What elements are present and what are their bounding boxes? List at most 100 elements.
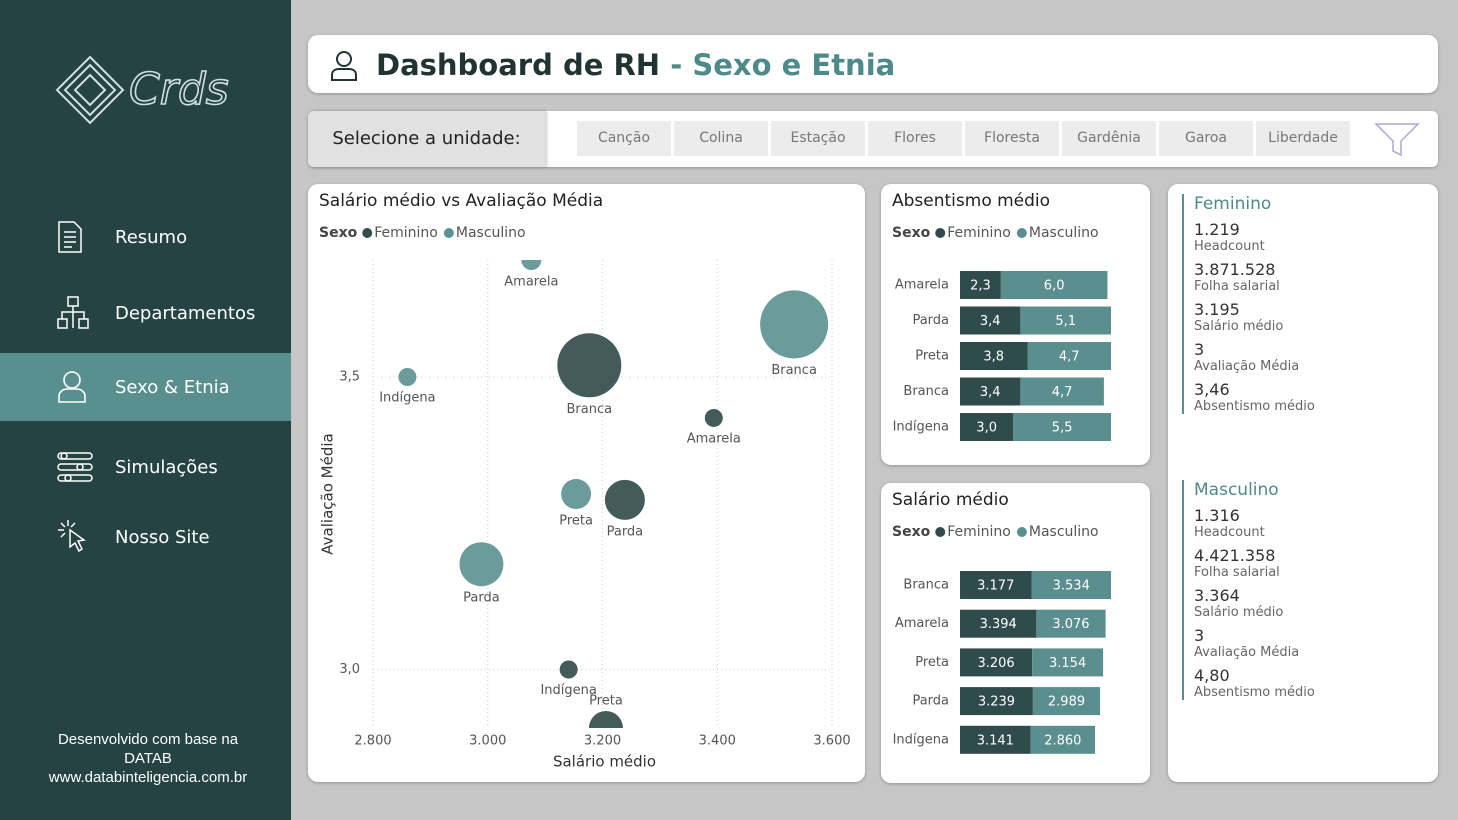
card-value: 3.195 — [1194, 300, 1240, 319]
bubble-label: Preta — [559, 514, 593, 529]
legend-title: Sexo — [319, 225, 358, 241]
value-label: 3.206 — [977, 656, 1014, 671]
filter-option[interactable]: Gardênia — [1062, 121, 1156, 156]
filter-option[interactable]: Canção — [577, 121, 671, 156]
title-sub: - Sexo e Etnia — [670, 48, 896, 82]
y-axis-title: Avaliação Média — [319, 433, 337, 554]
stat-card: Masculino 1.316 Headcount 4.421.358 Folha sa… — [1182, 480, 1424, 700]
chart-title: Salário médio vs Avaliação Média — [319, 191, 603, 211]
bubble — [561, 479, 592, 509]
bubble — [604, 479, 645, 520]
legend-label: Feminino — [947, 524, 1011, 540]
title: Dashboard de RH - Sexo e Etnia — [376, 48, 895, 82]
filter-option[interactable]: Liberdade — [1256, 121, 1350, 156]
filter-option[interactable]: Flores — [868, 121, 962, 156]
bubble-label: Branca — [771, 363, 817, 378]
icon — [58, 520, 86, 553]
bubble — [521, 260, 542, 270]
legend-label: Masculino — [1029, 524, 1099, 540]
card-label: Folha salarial — [1194, 279, 1280, 294]
bar — [960, 687, 1033, 716]
chart-title: Salário médio — [892, 490, 1009, 510]
filter-option[interactable]: Colina — [674, 121, 768, 156]
nav-item[interactable]: Resumo — [0, 203, 291, 271]
filter-option[interactable]: Floresta — [965, 121, 1059, 156]
nav-item[interactable]: Sexo & Etnia — [0, 353, 291, 421]
nav-item[interactable]: Simulações — [0, 433, 291, 501]
legend-marker — [1016, 228, 1027, 238]
card-value: 1.316 — [1194, 506, 1240, 525]
footer-line: Desenvolvido com base na — [57, 731, 239, 748]
value-label: 6,0 — [1044, 279, 1065, 294]
legend-marker — [935, 527, 946, 537]
legend-label: Feminino — [374, 225, 438, 241]
legend-marker — [935, 228, 946, 238]
card-label: Salário médio — [1194, 605, 1284, 620]
bar-chart: Salário médio Sexo Feminino Masculino Branca… — [892, 490, 1111, 754]
bar — [1030, 725, 1096, 754]
y-tick-label: 3,5 — [339, 370, 360, 385]
bar — [1036, 609, 1106, 638]
legend-marker — [1016, 527, 1027, 537]
bar-panel: Salário médio Sexo Feminino Masculino Branca… — [881, 483, 1150, 783]
chart-title: Absentismo médio — [892, 191, 1050, 211]
x-tick-label: 3.600 — [813, 734, 850, 749]
y-tick-label: Amarela — [895, 278, 949, 293]
y-tick-label: Preta — [915, 349, 949, 364]
filter-bar: Selecione a unidade: Canção Colina Estação… — [308, 111, 1438, 167]
nav-item[interactable]: Departamentos — [0, 279, 291, 347]
bar — [1000, 271, 1108, 299]
filter-option[interactable]: Estação — [771, 121, 865, 156]
bubble-label: Parda — [463, 591, 500, 606]
value-label: 3,8 — [983, 350, 1004, 365]
value-label: 3.534 — [1053, 579, 1090, 594]
y-tick-label: Indígena — [893, 420, 949, 435]
icon — [58, 221, 82, 253]
bar — [960, 648, 1033, 677]
bubble — [398, 368, 417, 386]
value-label: 2.989 — [1048, 695, 1085, 710]
value-label: 3.177 — [977, 579, 1014, 594]
bar — [960, 609, 1037, 638]
filter-label: Selecione a unidade: — [308, 111, 545, 167]
filter-option[interactable]: Garoa — [1159, 121, 1253, 156]
card-title: Feminino — [1194, 194, 1272, 214]
bar-panel: Absentismo médio Sexo Feminino Masculino Ama… — [881, 184, 1150, 465]
icon — [57, 452, 93, 482]
bar — [1020, 377, 1104, 406]
card-value: 3 — [1194, 626, 1205, 645]
footer-line: DATAB — [124, 750, 172, 767]
bar — [960, 413, 1014, 441]
legend-marker — [443, 228, 454, 238]
x-tick-label: 3.400 — [699, 734, 736, 749]
legend-title: Sexo — [892, 524, 931, 540]
y-tick-label: Preta — [915, 655, 949, 670]
value-label: 4,7 — [1059, 350, 1080, 365]
card-value: 4.421.358 — [1194, 546, 1276, 565]
header: Dashboard de RH - Sexo e Etnia — [308, 35, 1438, 93]
card-label: Headcount — [1194, 239, 1265, 254]
card-value: 3.364 — [1194, 586, 1240, 605]
y-tick-label: Branca — [903, 578, 949, 593]
bar — [960, 306, 1021, 335]
value-label: 3.239 — [978, 695, 1015, 710]
bubble — [760, 290, 829, 359]
x-tick-label: 3.200 — [584, 734, 621, 749]
filter-icon[interactable] — [1374, 122, 1420, 158]
icon — [57, 296, 89, 329]
y-tick-label: 3,0 — [339, 662, 360, 677]
sidebar: Crds Resumo Departamentos Sexo & Etnia S… — [0, 0, 291, 820]
nav-label: Nosso Site — [115, 526, 210, 548]
nav-item[interactable]: Nosso Site — [0, 503, 291, 571]
bubble-label: Indígena — [379, 391, 435, 406]
bubble-label: Amarela — [687, 431, 741, 446]
nav-label: Resumo — [115, 226, 188, 248]
nav-label: Simulações — [115, 456, 218, 478]
footer: Desenvolvido com base na DATAB www.datab… — [0, 730, 296, 787]
y-tick-label: Parda — [912, 694, 949, 709]
bubble — [704, 408, 723, 427]
stat-card: Feminino 1.219 Headcount 3.871.528 Folha sal… — [1182, 194, 1424, 414]
bubble — [459, 542, 504, 587]
card-label: Absentismo médio — [1194, 685, 1315, 700]
